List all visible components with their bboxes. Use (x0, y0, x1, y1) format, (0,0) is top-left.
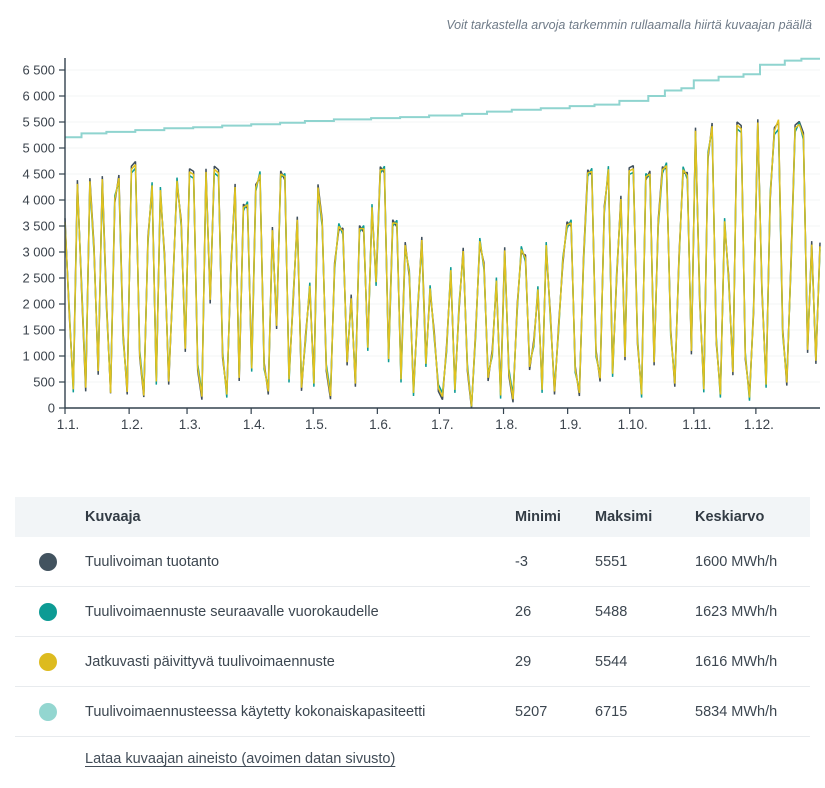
y-tick-label: 3 500 (22, 219, 55, 234)
x-tick-label: 1.6. (369, 417, 392, 432)
x-tick-label: 1.3. (179, 417, 202, 432)
capacity-step-line (65, 59, 820, 137)
series-min: 26 (515, 587, 595, 637)
series-color-dot (39, 653, 57, 671)
x-tick-label: 1.8. (495, 417, 518, 432)
series-avg: 5834 MWh/h (695, 687, 810, 737)
y-tick-label: 0 (48, 401, 55, 416)
header-dot-spacer (15, 497, 85, 537)
series-avg: 1600 MWh/h (695, 537, 810, 587)
y-tick-label: 3 000 (22, 245, 55, 260)
legend-table: Kuvaaja Minimi Maksimi Keskiarvo Tuulivo… (15, 497, 810, 737)
series-max: 5488 (595, 587, 695, 637)
table-row: Tuulivoimaennuste seuraavalle vuorokaude… (15, 587, 810, 637)
x-tick-label: 1.1. (57, 417, 80, 432)
x-tick-label: 1.9. (559, 417, 582, 432)
series-color-dot (39, 603, 57, 621)
legend-table-container: Kuvaaja Minimi Maksimi Keskiarvo Tuulivo… (15, 497, 810, 768)
y-tick-label: 6 000 (22, 89, 55, 104)
y-tick-label: 5 500 (22, 115, 55, 130)
table-row: Tuulivoimaennusteessa käytetty kokonaisk… (15, 687, 810, 737)
chart-hover-hint: Voit tarkastella arvoja tarkemmin rullaa… (446, 18, 812, 32)
series-avg: 1616 MWh/h (695, 637, 810, 687)
y-tick-label: 1 000 (22, 349, 55, 364)
series-label: Tuulivoimaennuste seuraavalle vuorokaude… (85, 587, 515, 637)
header-kuvaaja: Kuvaaja (85, 497, 515, 537)
download-data-link[interactable]: Lataa kuvaajan aineisto (avoimen datan s… (85, 751, 395, 767)
y-tick-label: 500 (33, 375, 55, 390)
series-max: 5544 (595, 637, 695, 687)
x-tick-label: 1.7. (431, 417, 454, 432)
header-minimi: Minimi (515, 497, 595, 537)
series-max: 5551 (595, 537, 695, 587)
series-label: Tuulivoiman tuotanto (85, 537, 515, 587)
series-label: Jatkuvasti päivittyvä tuulivoimaennuste (85, 637, 515, 687)
series-min: 29 (515, 637, 595, 687)
y-tick-label: 1 500 (22, 323, 55, 338)
series-label: Tuulivoimaennusteessa käytetty kokonaisk… (85, 687, 515, 737)
x-tick-label: 1.11. (682, 417, 711, 432)
x-tick-label: 1.10. (618, 417, 648, 432)
legend-header-row: Kuvaaja Minimi Maksimi Keskiarvo (15, 497, 810, 537)
series-color-dot (39, 553, 57, 571)
x-tick-label: 1.12. (744, 417, 774, 432)
y-tick-label: 4 000 (22, 193, 55, 208)
wind-power-chart[interactable]: 0 500 1 000 1 500 2 000 2 500 3 000 3 500 4 000 4… (0, 46, 825, 446)
header-maksimi: Maksimi (595, 497, 695, 537)
x-tick-label: 1.2. (121, 417, 144, 432)
table-row: Tuulivoiman tuotanto-355511600 MWh/h (15, 537, 810, 587)
table-row: Jatkuvasti päivittyvä tuulivoimaennuste2… (15, 637, 810, 687)
x-tick-label: 1.5. (305, 417, 328, 432)
series-avg: 1623 MWh/h (695, 587, 810, 637)
y-tick-label: 2 000 (22, 297, 55, 312)
y-tick-label: 6 500 (22, 63, 55, 78)
x-tick-label: 1.4. (243, 417, 266, 432)
series-min: -3 (515, 537, 595, 587)
header-keskiarvo: Keskiarvo (695, 497, 810, 537)
y-tick-label: 5 000 (22, 141, 55, 156)
series-min: 5207 (515, 687, 595, 737)
wind-chart-canvas[interactable]: 0 500 1 000 1 500 2 000 2 500 3 000 3 500 4 000 4… (0, 46, 825, 446)
y-tick-label: 4 500 (22, 167, 55, 182)
y-tick-label: 2 500 (22, 271, 55, 286)
series-max: 6715 (595, 687, 695, 737)
series-line (65, 120, 820, 407)
series-color-dot (39, 703, 57, 721)
